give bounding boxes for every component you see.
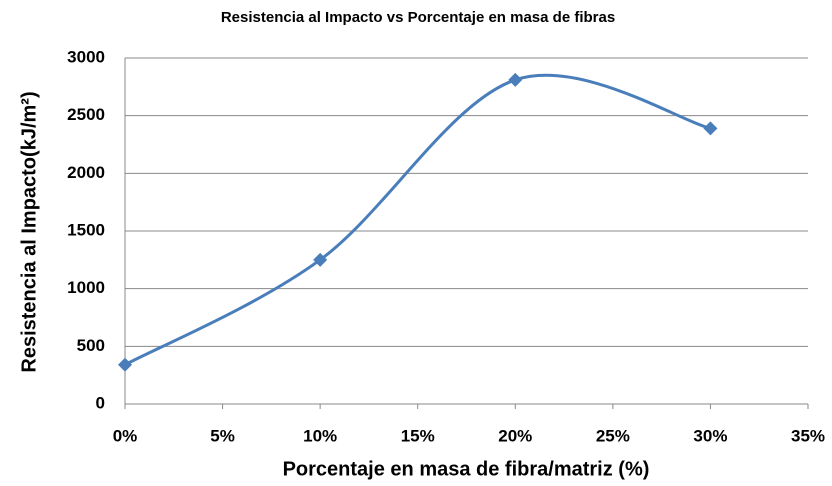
y-axis-label: Resistencia al Impacto(kJ/m²) <box>18 91 40 372</box>
line <box>124 73 711 367</box>
x-tick-label: 0% <box>113 426 138 445</box>
x-tick-label: 35% <box>791 426 825 445</box>
y-tick-label: 2000 <box>67 163 105 182</box>
marker <box>118 357 132 372</box>
x-tick-label: 20% <box>498 426 532 445</box>
y-tick-label: 1500 <box>67 220 105 239</box>
x-tick-label: 15% <box>401 426 435 445</box>
marker <box>508 72 523 87</box>
x-tick-label: 25% <box>596 426 630 445</box>
marker <box>313 252 328 267</box>
x-tick-label: 5% <box>210 426 235 445</box>
y-tick-label: 500 <box>77 336 105 355</box>
y-tick-label: 3000 <box>67 47 105 66</box>
x-tick-label: 10% <box>303 426 337 445</box>
x-axis-label: Porcentaje en masa de fibra/matriz (%) <box>283 458 650 480</box>
chart-title: Resistencia al Impacto vs Porcentaje en … <box>221 9 615 26</box>
marker <box>703 121 718 136</box>
y-tick-label: 2500 <box>67 105 105 124</box>
y-tick-label: 1000 <box>67 278 105 297</box>
x-tick-label: 30% <box>693 426 727 445</box>
y-tick-label: 0 <box>96 393 105 412</box>
